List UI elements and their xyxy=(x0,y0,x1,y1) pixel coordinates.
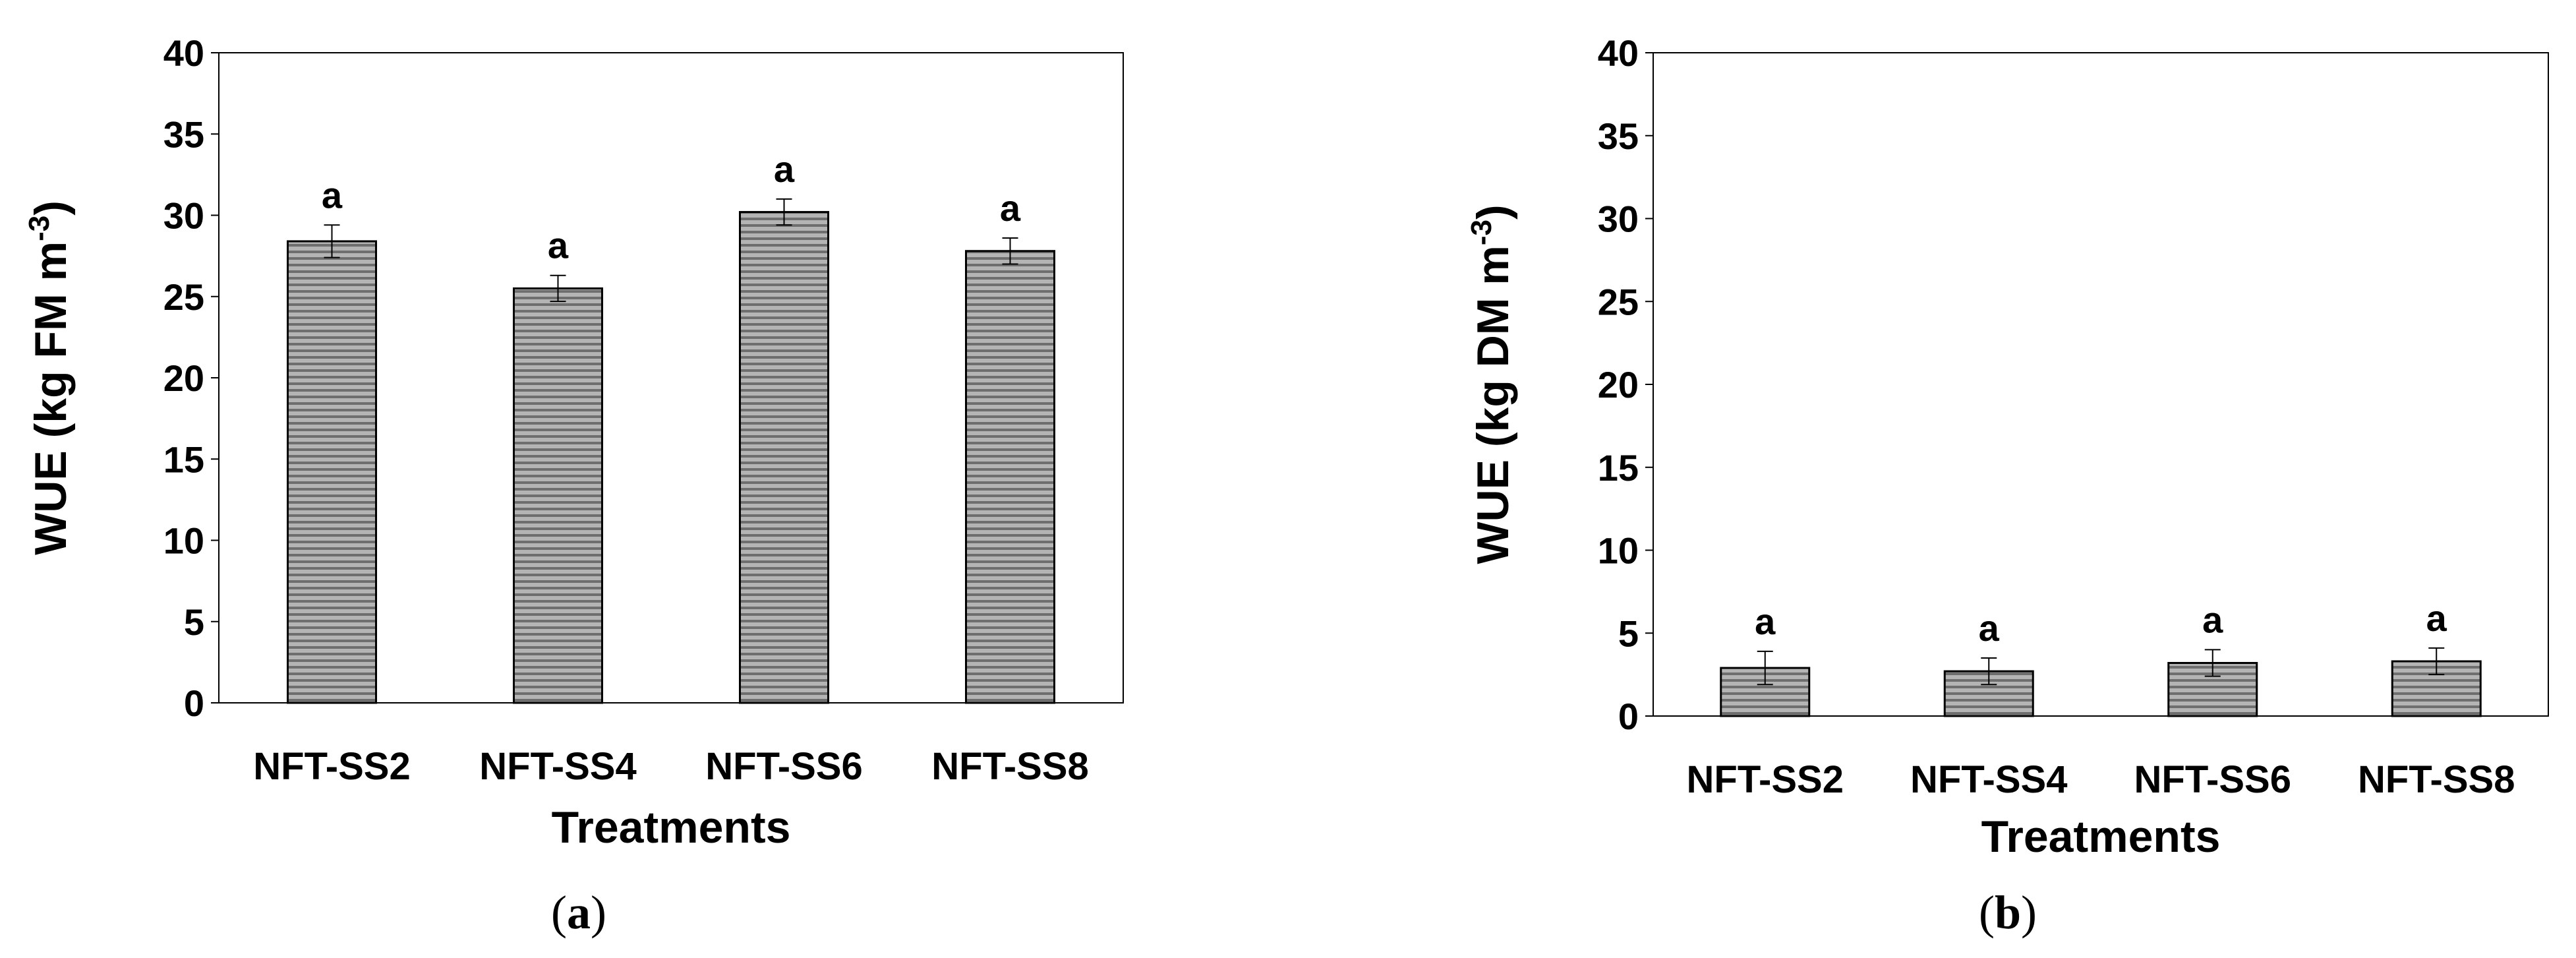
x-tick-label: NFT-SS6 xyxy=(2134,758,2292,801)
x-axis-label: Treatments xyxy=(552,802,791,853)
y-tick-label: 25 xyxy=(163,276,204,318)
y-tick-label: 25 xyxy=(1598,281,1639,322)
x-tick-label: NFT-SS4 xyxy=(479,745,637,788)
panel-label: (b) xyxy=(1979,886,2037,939)
y-tick-label: 30 xyxy=(163,195,204,237)
bar xyxy=(513,287,603,704)
y-tick-label: 35 xyxy=(163,113,204,155)
y-tick-label: 0 xyxy=(184,682,204,724)
x-tick-label: NFT-SS8 xyxy=(931,745,1089,788)
y-tick-label: 35 xyxy=(1598,115,1639,157)
y-tick-label: 20 xyxy=(163,357,204,399)
bar xyxy=(287,240,377,704)
y-axis-label: WUE (kg FM m-3) xyxy=(23,200,76,555)
y-tick-label: 40 xyxy=(163,32,204,74)
plot-area xyxy=(1653,52,2549,717)
chart-panel-b: 0 5 10 15 20 25 30 35 40 a NFT-SS2 a NFT-SS4 a NFT-SS6… xyxy=(1465,32,2549,939)
significance-label: a xyxy=(1000,187,1021,229)
y-tick-label: 5 xyxy=(1618,613,1639,654)
y-tick-label: 15 xyxy=(1598,447,1639,489)
y-tick-label: 10 xyxy=(163,520,204,562)
x-tick-label: NFT-SS4 xyxy=(1910,758,2068,801)
x-tick-label: NFT-SS2 xyxy=(253,745,411,788)
significance-label: a xyxy=(774,148,795,190)
y-tick-label: 0 xyxy=(1618,696,1639,737)
y-axis-label: WUE (kg DM m-3) xyxy=(1465,204,1518,564)
significance-label: a xyxy=(2202,599,2223,640)
y-tick-label: 15 xyxy=(163,438,204,480)
y-tick-label: 40 xyxy=(1598,32,1639,74)
x-tick-label: NFT-SS6 xyxy=(705,745,863,788)
y-tick-label: 5 xyxy=(184,601,204,643)
chart-panel-a: 0 5 10 15 20 25 30 35 40 a NFT-SS2 a NFT-SS4 a NFT-SS6… xyxy=(23,32,1124,939)
significance-label: a xyxy=(322,174,343,216)
y-tick-label: 30 xyxy=(1598,198,1639,240)
y-tick-label: 10 xyxy=(1598,530,1639,572)
panel-label: (a) xyxy=(551,886,606,939)
significance-label: a xyxy=(548,225,569,266)
bar xyxy=(965,250,1055,704)
x-tick-label: NFT-SS8 xyxy=(2358,758,2515,801)
x-tick-label: NFT-SS2 xyxy=(1687,758,1844,801)
significance-label: a xyxy=(2426,597,2447,639)
x-axis-label: Treatments xyxy=(1981,812,2221,862)
significance-label: a xyxy=(1755,601,1776,642)
bar xyxy=(739,211,829,704)
significance-label: a xyxy=(1979,607,2000,649)
y-tick-label: 20 xyxy=(1598,364,1639,405)
